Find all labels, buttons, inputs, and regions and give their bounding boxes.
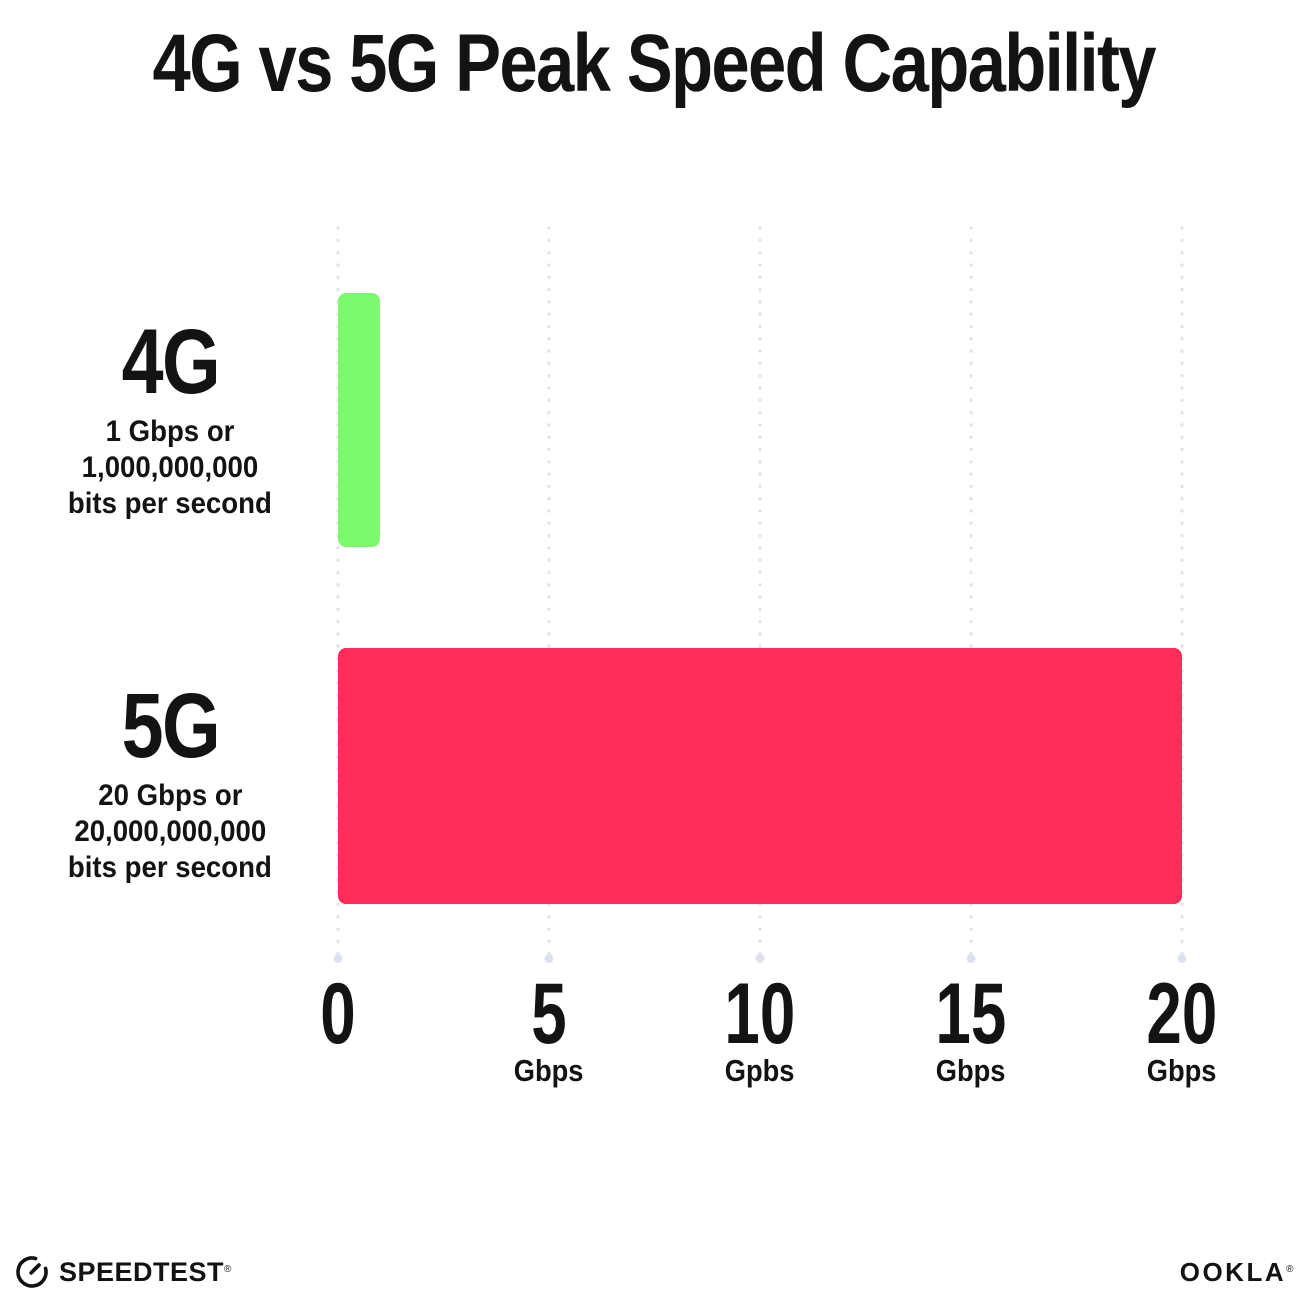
x-tick-unit: Gbps — [936, 1053, 1006, 1088]
x-tick-unit: Gbps — [1147, 1053, 1217, 1088]
gridline-0 — [336, 222, 340, 960]
speedtest-logo: SPEEDTEST® — [14, 1254, 232, 1290]
speedtest-trademark: ® — [224, 1264, 232, 1275]
category-name-5g: 5G — [121, 675, 220, 777]
ookla-wordmark: OOKLA — [1179, 1257, 1287, 1287]
plot-area — [336, 222, 1184, 960]
bar-4g — [338, 293, 381, 547]
x-tick-number: 20 — [1146, 966, 1218, 1062]
x-tick-number: 0 — [320, 966, 356, 1062]
sublabel-line: bits per second — [68, 487, 272, 520]
x-tick-15: 15 Gbps — [811, 966, 1131, 1088]
x-tick-number: 15 — [935, 966, 1007, 1062]
bar-5g — [338, 648, 1182, 904]
x-tick-0: 0 — [178, 966, 498, 1088]
sublabel-line: 20 Gbps or — [97, 779, 243, 812]
x-tick-unit: Gbps — [514, 1053, 584, 1088]
category-name-4g: 4G — [121, 311, 220, 413]
ookla-trademark: ® — [1286, 1264, 1296, 1275]
category-label-4g: 4G 1 Gbps or 1,000,000,000 bits per seco… — [30, 314, 310, 522]
speedtest-gauge-icon — [14, 1254, 50, 1290]
sublabel-line: 1 Gbps or — [105, 415, 235, 448]
sublabel-line: bits per second — [68, 851, 272, 884]
chart-title: 4G vs 5G Peak Speed Capability — [0, 14, 1308, 114]
category-sublabel-5g: 20 Gbps or 20,000,000,000 bits per secon… — [30, 778, 310, 886]
x-tick-number: 5 — [531, 966, 567, 1062]
sublabel-line: 20,000,000,000 — [74, 815, 266, 848]
x-tick-20: 20 Gbps — [1022, 966, 1308, 1088]
x-tick-number: 10 — [724, 966, 796, 1062]
category-sublabel-4g: 1 Gbps or 1,000,000,000 bits per second — [30, 414, 310, 522]
gridline-10 — [758, 222, 762, 960]
chart-title-text: 4G vs 5G Peak Speed Capability — [152, 18, 1157, 109]
gridline-20 — [1180, 222, 1184, 960]
gridline-5 — [547, 222, 551, 960]
speedtest-wordmark: SPEEDTEST® — [59, 1257, 232, 1287]
category-label-5g: 5G 20 Gbps or 20,000,000,000 bits per se… — [30, 678, 310, 886]
x-tick-unit: Gpbs — [725, 1053, 795, 1088]
gridline-15 — [969, 222, 973, 960]
x-axis: 0 5 Gbps 10 Gpbs 15 Gbps 20 Gbps — [320, 966, 1217, 1112]
x-tick-10: 10 Gpbs — [600, 966, 920, 1088]
x-tick-5: 5 Gbps — [389, 966, 709, 1088]
ookla-logo: OOKLA® — [1180, 1256, 1296, 1288]
sublabel-line: 1,000,000,000 — [81, 451, 259, 484]
